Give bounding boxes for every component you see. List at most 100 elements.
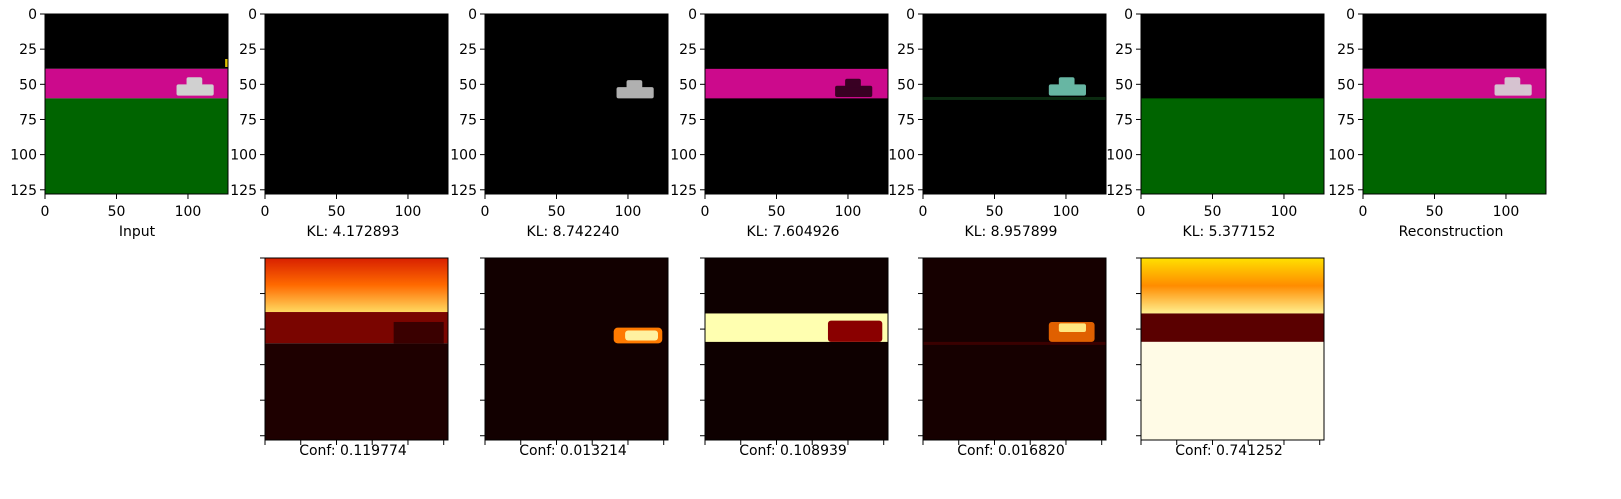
ground-region	[1141, 98, 1324, 194]
conf-map-3	[660, 250, 890, 450]
x-tick-label-100: 100	[615, 204, 642, 220]
sky-region	[1363, 14, 1546, 69]
plot-frame	[1140, 257, 1325, 441]
car-shadow-body	[835, 85, 873, 97]
caption-kl-3: KL: 7.604926	[746, 224, 840, 240]
background-heat	[485, 258, 668, 440]
x-tick-label-50: 50	[548, 204, 566, 220]
car-heat-core	[1058, 323, 1086, 332]
ground-region	[1363, 98, 1546, 194]
caption-input: Input	[118, 224, 156, 240]
car-shape-body	[1494, 84, 1532, 96]
black-region	[923, 14, 1106, 194]
panel-kl-1: 0 25 50 75 100 125 0 50 100	[220, 0, 450, 225]
conf-map-1	[220, 250, 450, 450]
panel-kl-3: 0 25 50 75 100 125 0 50 100	[660, 0, 890, 225]
y-tick-label-25: 25	[897, 42, 915, 58]
car-shape-body	[616, 87, 654, 99]
y-tick-label-25: 25	[679, 42, 697, 58]
conf-map-4	[878, 250, 1108, 450]
y-tick-label-0: 0	[906, 7, 915, 23]
caption-conf-4: Conf: 0.016820	[957, 443, 1065, 459]
panel-kl-4: 0 25 50 75 100 125 0 50 100	[878, 0, 1108, 225]
plot-frame	[922, 257, 1107, 441]
y-tick-label-25: 25	[1115, 42, 1133, 58]
band-heat	[1141, 313, 1324, 342]
y-tick-label-100: 100	[1328, 148, 1355, 164]
ground-heat	[1141, 341, 1324, 440]
sky-region	[45, 14, 228, 69]
y-tick-label-50: 50	[897, 77, 915, 93]
plot-frame	[264, 13, 449, 195]
conf-map-3-plot	[700, 257, 889, 445]
y-tick-label-75: 75	[1337, 112, 1355, 128]
caption-conf-3: Conf: 0.108939	[739, 443, 847, 459]
y-tick-label-75: 75	[1115, 112, 1133, 128]
caption-kl-2: KL: 8.742240	[526, 224, 620, 240]
y-tick-label-75: 75	[239, 112, 257, 128]
y-tick-label-125: 125	[1328, 183, 1355, 199]
car-heat	[393, 321, 444, 344]
x-tick-label-0: 0	[1137, 204, 1146, 220]
x-tick-label-100: 100	[175, 204, 202, 220]
plot-frame	[1362, 13, 1547, 195]
x-tick-label-0: 0	[1359, 204, 1368, 220]
caption-reconstruction: Reconstruction	[1398, 224, 1504, 240]
x-tick-label-50: 50	[1426, 204, 1444, 220]
conf-map-4-plot	[918, 257, 1107, 445]
sky-heat	[265, 258, 448, 313]
y-tick-label-100: 100	[450, 148, 477, 164]
y-tick-label-100: 100	[888, 148, 915, 164]
y-tick-label-125: 125	[670, 183, 697, 199]
x-tick-label-50: 50	[328, 204, 346, 220]
plot-frame	[484, 257, 669, 441]
y-tick-label-75: 75	[679, 112, 697, 128]
y-tick-label-0: 0	[28, 7, 37, 23]
x-tick-label-100: 100	[1053, 204, 1080, 220]
y-tick-label-25: 25	[459, 42, 477, 58]
car-shape-cabin	[626, 80, 643, 89]
x-tick-label-0: 0	[261, 204, 270, 220]
background-heat	[705, 258, 888, 440]
heatmap-content	[705, 258, 888, 440]
x-tick-label-0: 0	[481, 204, 490, 220]
x-tick-label-100: 100	[1271, 204, 1298, 220]
x-tick-label-50: 50	[768, 204, 786, 220]
caption-conf-2: Conf: 0.013214	[519, 443, 627, 459]
background-heat	[923, 258, 1106, 440]
plot-frame	[484, 13, 669, 195]
car-heat-core	[625, 330, 658, 341]
image-content	[45, 14, 229, 194]
y-tick-label-125: 125	[888, 183, 915, 199]
horizon-line	[923, 96, 1106, 100]
y-tick-label-75: 75	[19, 112, 37, 128]
plot-frame	[922, 13, 1107, 195]
y-tick-label-50: 50	[459, 77, 477, 93]
caption-conf-1: Conf: 0.119774	[299, 443, 407, 459]
heatmap-content	[265, 258, 448, 440]
caption-kl-4: KL: 8.957899	[964, 224, 1058, 240]
conf-map-2-plot	[480, 257, 669, 445]
x-tick-label-50: 50	[986, 204, 1004, 220]
image-content	[1141, 14, 1324, 194]
y-tick-label-0: 0	[688, 7, 697, 23]
y-tick-label-50: 50	[1115, 77, 1133, 93]
image-content	[265, 14, 448, 194]
x-tick-label-0: 0	[919, 204, 928, 220]
y-tick-label-125: 125	[1106, 183, 1133, 199]
panel-kl-5: 0 25 50 75 100 125 0 50 100	[1096, 0, 1326, 225]
y-tick-label-125: 125	[10, 183, 37, 199]
panel-reconstruction: 0 25 50 75 100 125 0 50 100	[1318, 0, 1548, 225]
car-shape	[1048, 77, 1086, 96]
image-content	[705, 14, 888, 194]
y-tick-label-100: 100	[1106, 148, 1133, 164]
car-shape	[616, 80, 654, 99]
marker-dot	[225, 59, 229, 67]
car-shape-body	[176, 84, 214, 96]
y-tick-label-0: 0	[1346, 7, 1355, 23]
y-tick-label-75: 75	[459, 112, 477, 128]
y-tick-label-0: 0	[468, 7, 477, 23]
